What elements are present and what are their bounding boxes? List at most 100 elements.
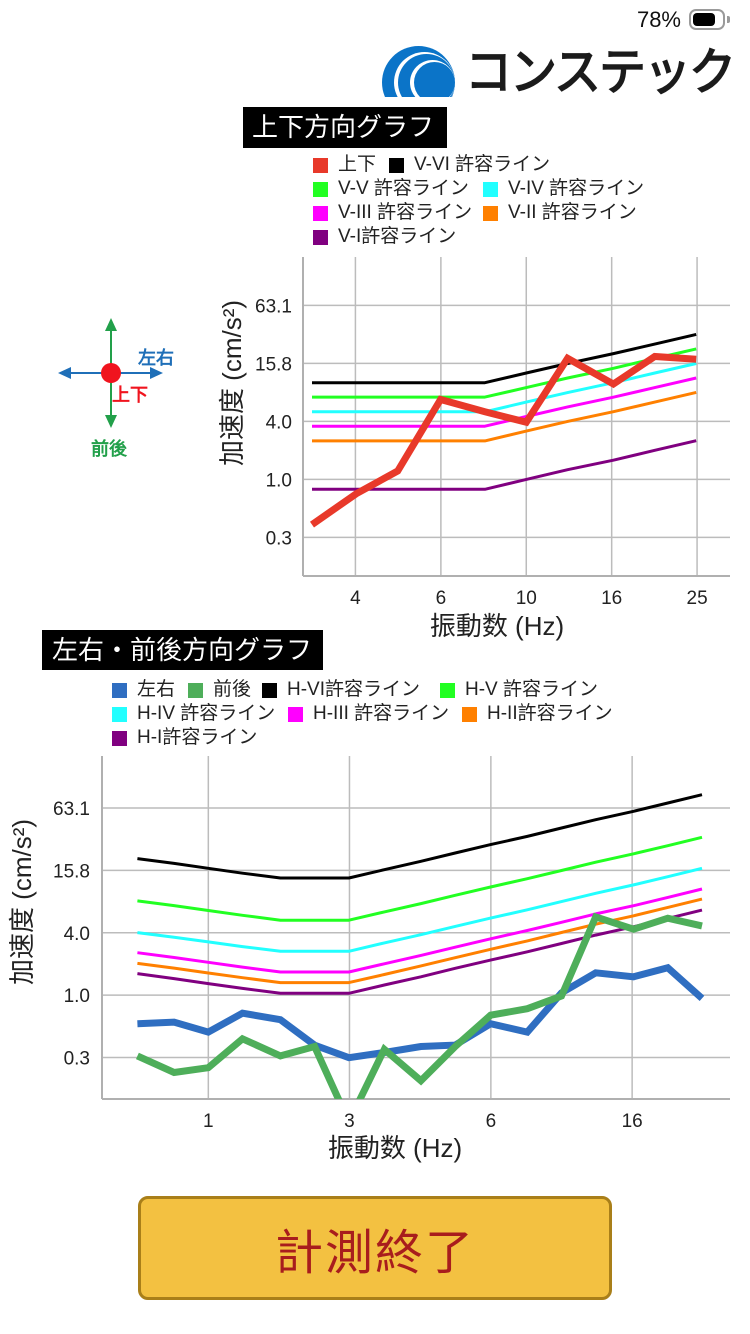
- limit-line-7: [137, 908, 703, 995]
- legend-swatch: [462, 706, 477, 722]
- y-tick-label: 1.0: [64, 986, 90, 1007]
- end-measurement-label: 計測終了: [274, 1227, 475, 1280]
- front-back-label: 前後: [91, 438, 128, 459]
- y-tick-label: 15.8: [255, 354, 292, 375]
- legend-swatch: [440, 682, 455, 698]
- y-axis-title: 加速度 (cm/s²): [7, 819, 37, 985]
- measured-line-0: [137, 963, 705, 1062]
- measured-line-0: [309, 352, 697, 528]
- legend-label: V-IV 許容ライン: [508, 178, 645, 199]
- legend-item: H-I許容ライン: [112, 728, 257, 748]
- legend-swatch: [288, 706, 303, 722]
- legend-label: H-III 許容ライン: [313, 703, 450, 724]
- limit-line-1: [312, 332, 697, 385]
- y-tick-label: 63.1: [255, 296, 292, 317]
- legend-swatch: [112, 706, 127, 722]
- limit-line-4: [137, 866, 703, 953]
- limit-line-3: [137, 835, 703, 922]
- legend-item: H-III 許容ライン: [288, 704, 449, 724]
- arrow-up-icon: [105, 318, 117, 331]
- y-tick-label: 63.1: [53, 799, 90, 820]
- legend-item: V-V 許容ライン: [313, 179, 469, 199]
- legend-label: H-V 許容ライン: [465, 679, 599, 700]
- legend-label: V-II 許容ライン: [508, 202, 637, 223]
- x-axis-title: 振動数 (Hz): [430, 611, 564, 641]
- logo-text: コンステック: [465, 42, 736, 101]
- legend-label: H-IV 許容ライン: [137, 703, 276, 724]
- limit-line-6: [312, 439, 697, 491]
- x-tick-label: 4: [350, 588, 361, 609]
- x-tick-label: 10: [516, 588, 537, 609]
- legend-swatch: [313, 229, 328, 245]
- limit-line-5: [137, 887, 703, 974]
- horizontal-chart: 0.3 1.0 4.0 15.8 63.1 1 3 6 16 加速度 (cm/s²) 振動数 (…: [7, 756, 730, 1163]
- up-down-label: 上下: [112, 385, 148, 405]
- measured-line-1: [135, 912, 703, 1099]
- legend-item: H-IV 許容ライン: [112, 704, 275, 724]
- x-tick-label: 6: [486, 1111, 497, 1132]
- y-axis-title: 加速度 (cm/s²): [217, 300, 247, 466]
- legend-swatch: [313, 157, 328, 173]
- x-tick-label: 1: [203, 1111, 214, 1132]
- x-tick-label: 6: [436, 588, 447, 609]
- legend-item: V-II 許容ライン: [483, 203, 637, 223]
- y-tick-label: 4.0: [64, 924, 90, 945]
- legend-item: H-II許容ライン: [462, 704, 613, 724]
- x-tick-label: 25: [687, 588, 708, 609]
- legend-label: H-I許容ライン: [137, 727, 258, 748]
- arrow-right-icon: [150, 367, 163, 379]
- battery-percent: 78%: [636, 7, 681, 32]
- end-measurement-button[interactable]: 計測終了: [138, 1196, 612, 1300]
- x-tick-label: 16: [601, 588, 622, 609]
- legend-label: 左右: [137, 679, 176, 700]
- arrow-down-icon: [105, 415, 117, 428]
- limit-line-5: [312, 390, 697, 443]
- legend-swatch: [262, 682, 277, 698]
- legend-item: 前後: [188, 680, 251, 700]
- legend-item: V-IV 許容ライン: [483, 179, 644, 199]
- battery-nub: [727, 16, 730, 23]
- legend-item: V-VI 許容ライン: [389, 155, 550, 175]
- legend-label: H-VI許容ライン: [287, 679, 421, 700]
- legend-item: 上下: [313, 155, 376, 175]
- legend-swatch: [313, 205, 328, 221]
- legend-label: V-I許容ライン: [338, 226, 457, 247]
- limit-line-2: [137, 793, 703, 880]
- legend-label: H-II許容ライン: [487, 703, 613, 724]
- arrow-left-icon: [58, 367, 71, 379]
- legend-swatch: [112, 682, 127, 698]
- limit-line-2: [312, 347, 697, 399]
- logo-mark-icon: [382, 46, 455, 97]
- legend-label: V-III 許容ライン: [338, 202, 473, 223]
- legend-label: V-VI 許容ライン: [414, 154, 551, 175]
- direction-diagram: 左右 上下 前後: [58, 318, 174, 459]
- up-down-dot-icon: [101, 363, 121, 383]
- y-tick-label: 0.3: [266, 528, 292, 549]
- x-axis-title: 振動数 (Hz): [328, 1133, 462, 1163]
- left-right-label: 左右: [138, 347, 174, 368]
- legend-label: V-V 許容ライン: [338, 178, 469, 199]
- legend-item: 左右: [112, 680, 175, 700]
- vertical-chart-title: 上下方向グラフ: [243, 107, 447, 148]
- legend-item: H-VI許容ライン: [262, 680, 420, 700]
- legend-label: 上下: [338, 154, 377, 175]
- legend-swatch: [112, 730, 127, 746]
- battery-level-fill: [693, 13, 715, 26]
- legend-swatch: [483, 205, 498, 221]
- battery-icon: [689, 9, 725, 30]
- legend-swatch: [483, 181, 498, 197]
- y-tick-label: 0.3: [64, 1048, 90, 1069]
- legend-swatch: [389, 157, 404, 173]
- vertical-chart: 0.3 1.0 4.0 15.8 63.1 4 6 10 16 25 加速度 (cm/s²) 振動…: [217, 257, 730, 641]
- y-tick-label: 4.0: [266, 412, 292, 433]
- y-tick-label: 1.0: [266, 470, 292, 491]
- legend-item: V-III 許容ライン: [313, 203, 472, 223]
- x-tick-label: 16: [622, 1111, 643, 1132]
- legend-swatch: [188, 682, 203, 698]
- legend-item: H-V 許容ライン: [440, 680, 598, 700]
- legend-item: V-I許容ライン: [313, 227, 456, 247]
- x-tick-label: 3: [344, 1111, 355, 1132]
- limit-line-3: [312, 362, 697, 414]
- horizontal-chart-title: 左右・前後方向グラフ: [42, 630, 323, 670]
- y-tick-label: 15.8: [53, 861, 90, 882]
